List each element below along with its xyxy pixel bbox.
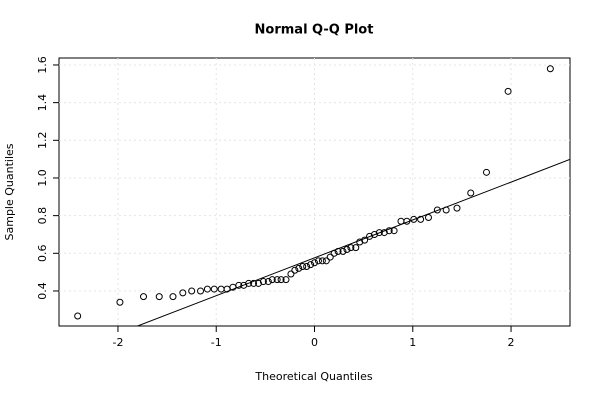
point — [268, 276, 276, 284]
y-tick-label: 0.6 — [36, 245, 49, 263]
point — [188, 287, 196, 295]
point — [282, 276, 290, 284]
point — [482, 168, 490, 176]
point — [169, 293, 177, 301]
point — [210, 285, 218, 293]
point — [410, 215, 418, 223]
point — [397, 217, 405, 225]
point — [74, 312, 82, 320]
point — [250, 279, 258, 287]
y-tick-label: 1.4 — [36, 94, 49, 112]
y-tick-label: 1.2 — [36, 132, 49, 150]
point — [352, 244, 360, 252]
point — [375, 229, 383, 237]
point — [318, 257, 326, 265]
point — [322, 257, 330, 265]
y-axis-label: Sample Quantiles — [3, 143, 16, 240]
y-tick-label: 0.4 — [36, 282, 49, 300]
point — [311, 259, 318, 267]
point — [307, 261, 315, 269]
point — [403, 217, 411, 225]
point — [235, 281, 243, 289]
reference-line — [136, 158, 570, 326]
x-tick-label: 0 — [311, 336, 318, 349]
x-tick-label: 2 — [508, 336, 515, 349]
point — [140, 293, 148, 301]
point — [245, 279, 253, 287]
point — [264, 278, 272, 286]
point — [291, 266, 299, 274]
point — [467, 189, 475, 197]
point — [339, 247, 347, 255]
point — [155, 293, 163, 301]
point — [273, 276, 281, 284]
point — [385, 227, 393, 235]
point — [504, 87, 512, 95]
point — [116, 298, 124, 306]
point — [330, 249, 338, 257]
x-tick-label: -2 — [112, 336, 123, 349]
point — [334, 247, 342, 255]
point — [277, 276, 285, 284]
y-tick-label: 1.6 — [36, 56, 49, 74]
chart-title: Normal Q-Q Plot — [255, 23, 374, 38]
point — [442, 206, 450, 214]
point — [303, 262, 311, 270]
point — [314, 257, 322, 265]
point — [197, 287, 205, 295]
point — [287, 270, 295, 278]
point — [390, 227, 398, 235]
y-tick-label: 1.0 — [36, 169, 49, 187]
point — [546, 65, 554, 73]
point — [299, 262, 307, 270]
point — [259, 278, 267, 286]
x-tick-label: -1 — [211, 336, 222, 349]
point — [361, 236, 369, 244]
x-tick-label: 1 — [409, 336, 416, 349]
point — [453, 204, 461, 212]
point — [203, 285, 211, 293]
point — [343, 246, 351, 254]
point — [326, 253, 334, 261]
point — [433, 206, 441, 214]
point — [424, 214, 432, 222]
x-axis-label: Theoretical Quantiles — [254, 370, 372, 383]
point — [179, 289, 187, 297]
point — [347, 244, 355, 252]
point — [295, 264, 303, 272]
y-tick-label: 0.8 — [36, 207, 49, 225]
point — [217, 285, 225, 293]
point — [417, 215, 425, 223]
